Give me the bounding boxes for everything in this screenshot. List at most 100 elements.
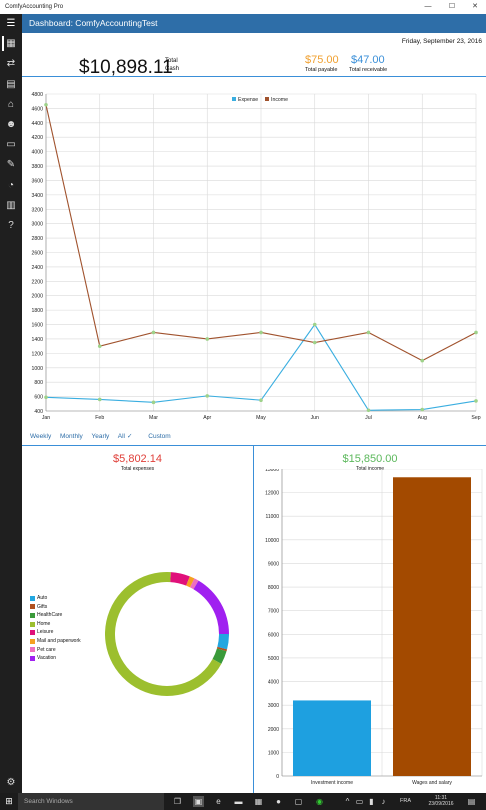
legend-label: Pet care bbox=[37, 646, 56, 653]
y-tick-label: 10000 bbox=[265, 538, 279, 544]
folder-icon[interactable]: ▬ bbox=[234, 797, 243, 806]
task-view-icon[interactable]: ❐ bbox=[173, 797, 182, 806]
maximize-button[interactable]: ☐ bbox=[448, 3, 456, 10]
legend-swatch bbox=[30, 612, 35, 618]
data-point-expense bbox=[259, 398, 263, 402]
reports-icon[interactable]: ✎ bbox=[6, 159, 16, 170]
volume-icon[interactable]: ♪ bbox=[381, 797, 386, 806]
store-icon[interactable]: ▦ bbox=[254, 797, 263, 806]
hamburger-menu-icon[interactable]: ☰ bbox=[0, 14, 22, 33]
windows-start-icon[interactable]: ⊞ bbox=[5, 796, 13, 806]
dashboard-icon[interactable]: ▦ bbox=[2, 36, 18, 51]
y-tick-label: 4600 bbox=[31, 106, 43, 112]
clock[interactable]: 11:31 23/09/2016 bbox=[426, 795, 456, 807]
x-tick-label: Investment income bbox=[311, 780, 353, 786]
contacts-icon[interactable]: ☻ bbox=[5, 119, 17, 130]
legend-label: Gifts bbox=[37, 603, 48, 610]
donut-slice-pet-care bbox=[190, 578, 199, 590]
sidebar: ▦ ⇄ ▤ ⌂ ☻ ▭ ✎ ◔ ▥ ? ⚙ bbox=[0, 33, 22, 793]
legend-item: Home bbox=[30, 620, 81, 629]
filter-custom[interactable]: Custom bbox=[148, 433, 171, 440]
y-tick-label: 1600 bbox=[31, 323, 43, 329]
y-tick-label: 0 bbox=[276, 774, 279, 780]
legend-item: Leisure bbox=[30, 628, 81, 637]
y-tick-label: 4800 bbox=[31, 92, 43, 98]
data-point-income bbox=[312, 340, 317, 345]
panel-divider-horizontal bbox=[22, 445, 486, 446]
total-payable-label: Total payable bbox=[305, 67, 338, 73]
notifications-icon[interactable]: ▤ bbox=[467, 797, 476, 806]
library-icon[interactable]: ▥ bbox=[6, 200, 16, 211]
filter-yearly[interactable]: Yearly bbox=[91, 433, 110, 440]
transactions-icon[interactable]: ⇄ bbox=[6, 58, 16, 69]
data-point-income bbox=[366, 330, 371, 335]
paint-icon[interactable]: ● bbox=[276, 797, 281, 806]
tray-chevron-icon[interactable]: ^ bbox=[345, 797, 350, 806]
y-tick-label: 13000 bbox=[265, 469, 279, 473]
y-tick-label: 7000 bbox=[268, 609, 279, 615]
data-point-expense bbox=[312, 322, 317, 327]
y-tick-label: 2000 bbox=[31, 294, 43, 300]
bank-icon[interactable]: ⌂ bbox=[7, 99, 15, 110]
y-tick-label: 600 bbox=[34, 395, 43, 401]
bar-wages-and-salary bbox=[393, 477, 471, 776]
y-tick-label: 9000 bbox=[268, 561, 279, 567]
close-button[interactable]: ✕ bbox=[472, 3, 478, 10]
total-expenses-amount: $5,802.14 bbox=[113, 453, 162, 465]
checkmark-icon: ✓ bbox=[127, 433, 133, 440]
legend-item: Pet care bbox=[30, 646, 81, 655]
data-point-income bbox=[151, 330, 156, 335]
legend-swatch bbox=[30, 621, 35, 627]
documents-icon[interactable]: ▤ bbox=[6, 79, 16, 90]
data-point-expense bbox=[205, 394, 210, 398]
y-tick-label: 2000 bbox=[268, 727, 279, 733]
clock-date: 23/09/2016 bbox=[428, 801, 454, 807]
filter-weekly[interactable]: Weekly bbox=[30, 433, 52, 440]
total-cash-label-line1: Total bbox=[165, 58, 178, 64]
y-tick-label: 12000 bbox=[265, 491, 279, 497]
y-tick-label: 11000 bbox=[265, 514, 279, 520]
network-bars-icon[interactable]: ▮ bbox=[369, 797, 374, 806]
edge-browser-icon[interactable]: e bbox=[216, 797, 221, 806]
window-titlebar: ComfyAccounting Pro bbox=[0, 0, 486, 14]
legend-label: Home bbox=[37, 620, 51, 627]
expense-donut-chart bbox=[104, 572, 229, 696]
help-icon[interactable]: ? bbox=[8, 220, 14, 231]
x-tick-label: May bbox=[256, 415, 266, 421]
bar-investment-income bbox=[293, 700, 371, 776]
filter-monthly[interactable]: Monthly bbox=[60, 433, 83, 440]
total-receivable-label: Total receivable bbox=[349, 67, 388, 73]
pie-chart-icon[interactable]: ◔ bbox=[7, 180, 15, 191]
invoices-icon[interactable]: ▭ bbox=[6, 139, 16, 150]
total-payable-amount: $75.00 bbox=[305, 54, 339, 66]
taskbar-search[interactable]: Search Windows bbox=[18, 793, 164, 810]
data-point-income bbox=[205, 337, 210, 341]
y-tick-label: 1400 bbox=[31, 337, 43, 343]
network-icon[interactable]: ▭ bbox=[355, 797, 364, 806]
period-filters: Weekly Monthly Yearly All ✓ Custom bbox=[30, 432, 178, 440]
language-indicator[interactable]: FRA bbox=[400, 798, 411, 804]
tray-app-icon[interactable]: ◉ bbox=[316, 797, 323, 806]
y-tick-label: 400 bbox=[34, 409, 43, 415]
filter-all[interactable]: All ✓ bbox=[118, 433, 140, 440]
store-bag-icon[interactable]: ▢ bbox=[294, 797, 303, 806]
x-tick-label: Sep bbox=[471, 415, 480, 421]
legend-label: Vacation bbox=[37, 655, 57, 662]
donut-slice-healthcare bbox=[212, 648, 227, 664]
data-point-expense bbox=[44, 395, 48, 400]
y-tick-label: 8000 bbox=[268, 585, 279, 591]
total-cash-amount: $10,898.11 bbox=[79, 57, 173, 78]
settings-gear-icon[interactable]: ⚙ bbox=[6, 777, 16, 788]
panel-divider-vertical bbox=[253, 445, 254, 793]
x-tick-label: Apr bbox=[203, 415, 211, 421]
app-window-icon[interactable]: ▣ bbox=[193, 796, 204, 807]
summary-divider bbox=[22, 76, 486, 77]
dashboard-main: Friday, September 23, 2016 $10,898.11 To… bbox=[22, 33, 486, 793]
minimize-button[interactable]: — bbox=[424, 3, 432, 10]
legend-item: HealthCare bbox=[30, 611, 81, 620]
x-tick-label: Jun bbox=[311, 415, 319, 421]
legend-swatch-expense bbox=[232, 97, 236, 101]
donut-slice-vacation bbox=[193, 580, 229, 634]
legend-label: Auto bbox=[37, 595, 48, 601]
legend-item: Gifts bbox=[30, 603, 81, 612]
